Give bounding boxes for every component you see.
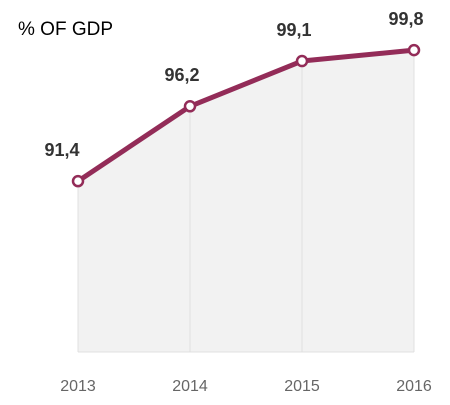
area [78, 50, 414, 353]
value-label: 99,1 [276, 20, 311, 40]
value-label: 99,8 [388, 9, 423, 29]
point [407, 43, 421, 57]
point [295, 54, 309, 68]
point [183, 100, 197, 113]
x-tick-label: 2016 [396, 378, 432, 395]
x-tick-label: 2015 [284, 378, 320, 395]
value-label: 96,2 [164, 65, 199, 85]
chart-title: % OF GDP [18, 19, 113, 40]
point [71, 174, 85, 188]
x-tick-label: 2014 [172, 378, 208, 395]
x-tick-label: 2013 [60, 378, 96, 395]
value-label: 91,4 [44, 140, 79, 160]
line [76, 47, 415, 184]
